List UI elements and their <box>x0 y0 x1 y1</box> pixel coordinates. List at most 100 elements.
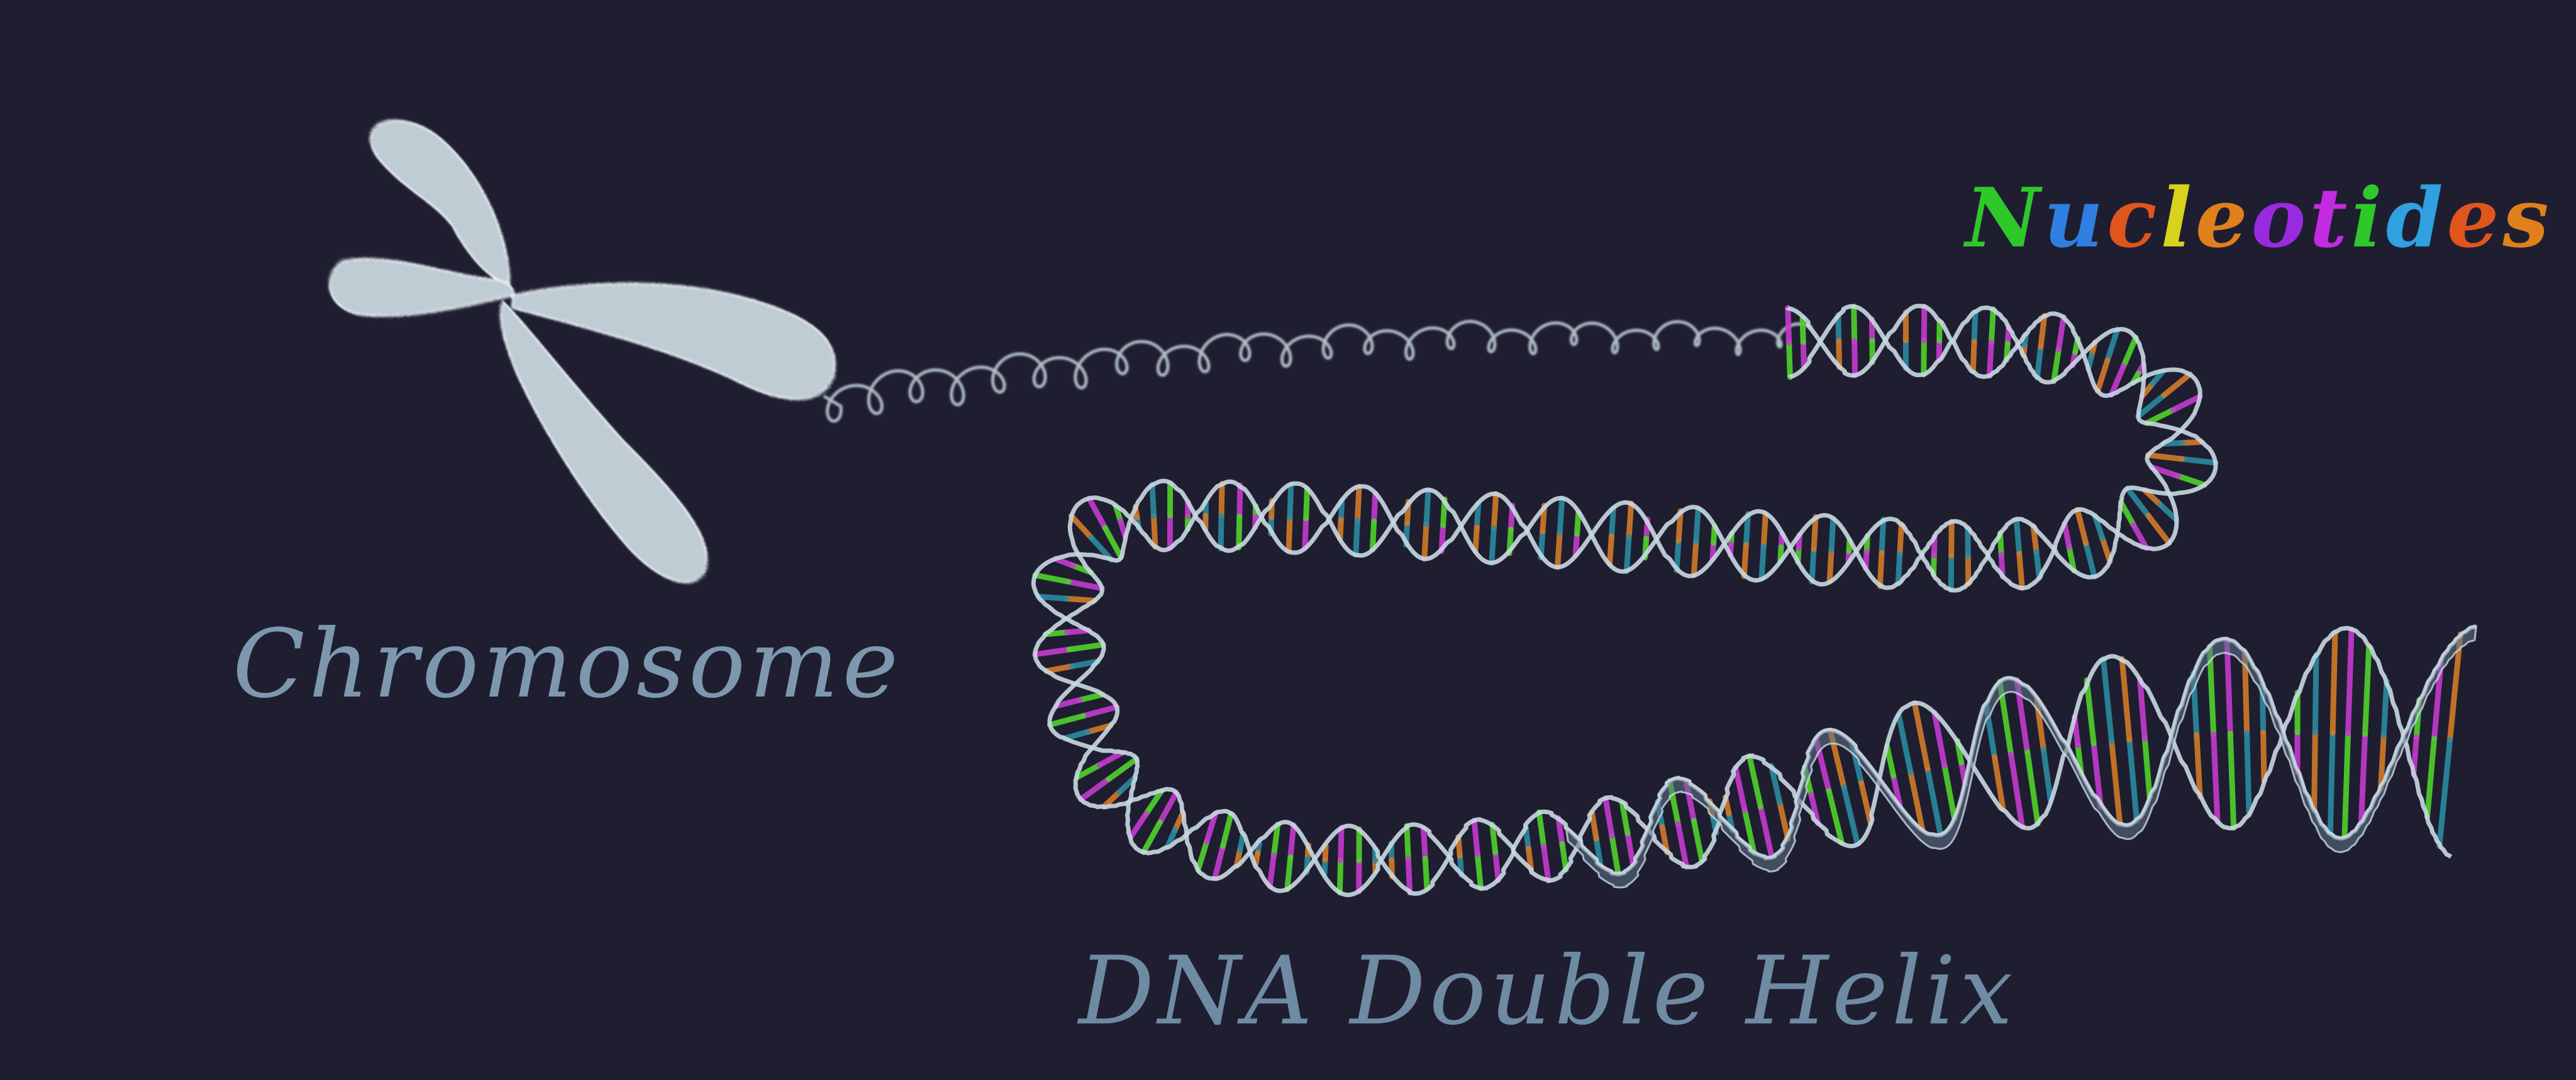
nucleotide-base <box>1626 537 1629 571</box>
nucleotide-base <box>2148 515 2169 543</box>
nucleotides-letter: e <box>2196 170 2251 266</box>
nucleotide-base <box>1928 769 1941 835</box>
chromosome-icon <box>330 121 835 583</box>
nucleotide-base <box>1046 666 1072 671</box>
nucleotide-base <box>1089 499 1105 528</box>
nucleotide-base <box>2214 734 2218 822</box>
nucleotide-base <box>2028 752 2038 824</box>
nucleotide-base <box>2365 647 2369 734</box>
nucleotide-base <box>1803 342 1804 366</box>
nucleotide-base <box>1374 493 1375 521</box>
nucleotide-base <box>1079 695 1102 700</box>
nucleotide-base <box>1496 852 1499 880</box>
nucleotide-base <box>2314 732 2316 810</box>
nucleotide-base <box>1287 857 1291 890</box>
chromosome-label: Chromosome <box>233 610 902 719</box>
nucleotide-base <box>1844 787 1858 844</box>
nucleotide-base <box>1130 814 1146 837</box>
nucleotide-base <box>2384 681 2387 735</box>
nucleotide-base <box>2121 502 2133 525</box>
nucleotide-base <box>1475 527 1477 551</box>
nucleotides-letter: t <box>2309 170 2351 266</box>
nucleotide-base <box>1788 308 1789 343</box>
nucleotide-base <box>1914 703 1928 769</box>
nucleotide-base <box>1035 649 1069 654</box>
nucleotide-base <box>1694 821 1702 860</box>
nucleotide-base <box>2140 680 2145 739</box>
nucleotide-base <box>1974 312 1975 341</box>
nucleotide-base <box>2086 543 2095 576</box>
nucleotide-base <box>1035 575 1069 581</box>
nucleotide-base <box>1763 514 1765 546</box>
nucleotide-base <box>1050 716 1083 725</box>
nucleotide-base <box>1898 554 1900 583</box>
nucleotide-base <box>1424 524 1426 559</box>
nucleotide-base <box>2230 734 2233 828</box>
nucleotide-base <box>1239 516 1240 548</box>
nucleotide-base <box>1256 853 1258 864</box>
nucleotide-base <box>1143 822 1160 852</box>
nucleotide-base <box>1560 499 1562 533</box>
nucleotide-base <box>2182 442 2201 443</box>
nucleotide-base <box>2103 659 2111 741</box>
nucleotide-base <box>1152 485 1153 515</box>
nucleotide-base <box>1991 309 1993 343</box>
nucleotide-base <box>1290 485 1291 518</box>
nucleotides-label: Nucleotides <box>1965 170 2553 266</box>
chromatin-coil <box>824 321 1812 421</box>
dna-double-helix-icon <box>1033 306 2476 895</box>
nucleotide-base <box>1880 553 1882 587</box>
nucleotide-base <box>2129 740 2137 821</box>
nucleotide-base <box>2247 733 2249 813</box>
nucleotide-base <box>1899 715 1911 773</box>
nucleotide-base <box>1629 504 1631 537</box>
nucleotide-base <box>1592 814 1596 839</box>
nucleotide-base <box>2112 742 2120 824</box>
nucleotide-base <box>1084 707 1117 716</box>
nucleotide-base <box>1221 483 1222 515</box>
nucleotide-base <box>1305 519 1306 548</box>
nucleotide-base <box>1951 522 1952 556</box>
nucleotide-base <box>1887 746 1894 776</box>
dna-double-helix-label: DNA Double Helix <box>1079 937 2016 1046</box>
nucleotide-base <box>1426 490 1428 524</box>
nucleotide-base <box>1425 859 1427 888</box>
nucleotide-base <box>1854 306 1855 341</box>
nucleotides-letter: l <box>2161 170 2196 266</box>
base-pairs <box>1035 306 2461 893</box>
nucleotide-base <box>1081 779 1109 799</box>
nucleotide-base <box>1606 798 1612 836</box>
nucleotide-base <box>2333 632 2335 733</box>
helix-strand-a <box>1035 306 2476 895</box>
nucleotides-letter: u <box>2044 170 2107 266</box>
nucleotide-base <box>1356 521 1358 554</box>
nucleotide-base <box>2011 754 2023 827</box>
nucleotide-base <box>2345 734 2348 837</box>
nucleotide-base <box>1198 842 1207 870</box>
nucleotide-base <box>1306 489 1307 519</box>
nucleotide-base <box>1477 854 1480 888</box>
nucleotide-base <box>1736 768 1745 810</box>
nucleotide-base <box>1067 598 1094 600</box>
nucleotide-base <box>1882 520 1884 553</box>
nucleotide-base <box>1989 343 1991 376</box>
nucleotide-base <box>2263 732 2264 780</box>
nucleotide-base <box>2058 317 2063 350</box>
nucleotide-base <box>1696 509 1699 542</box>
nucleotide-base <box>1628 834 1633 863</box>
nucleotide-base <box>1160 793 1176 822</box>
nucleotide-base <box>1408 859 1409 893</box>
nucleotide-base <box>1539 812 1543 846</box>
nucleotide-base <box>1038 597 1066 598</box>
nucleotide-base <box>2440 740 2450 846</box>
nucleotide-base <box>2182 459 2216 463</box>
nucleotide-base <box>1325 846 1326 860</box>
nucleotide-base <box>2043 749 2050 800</box>
nucleotide-base <box>1069 644 1103 649</box>
nucleotide-base <box>1802 318 1803 342</box>
helix-ribbon <box>1566 626 2476 887</box>
nucleotide-base <box>2097 360 2107 391</box>
nucleotide-base <box>1492 529 1494 563</box>
nucleotide-base <box>2362 734 2365 822</box>
